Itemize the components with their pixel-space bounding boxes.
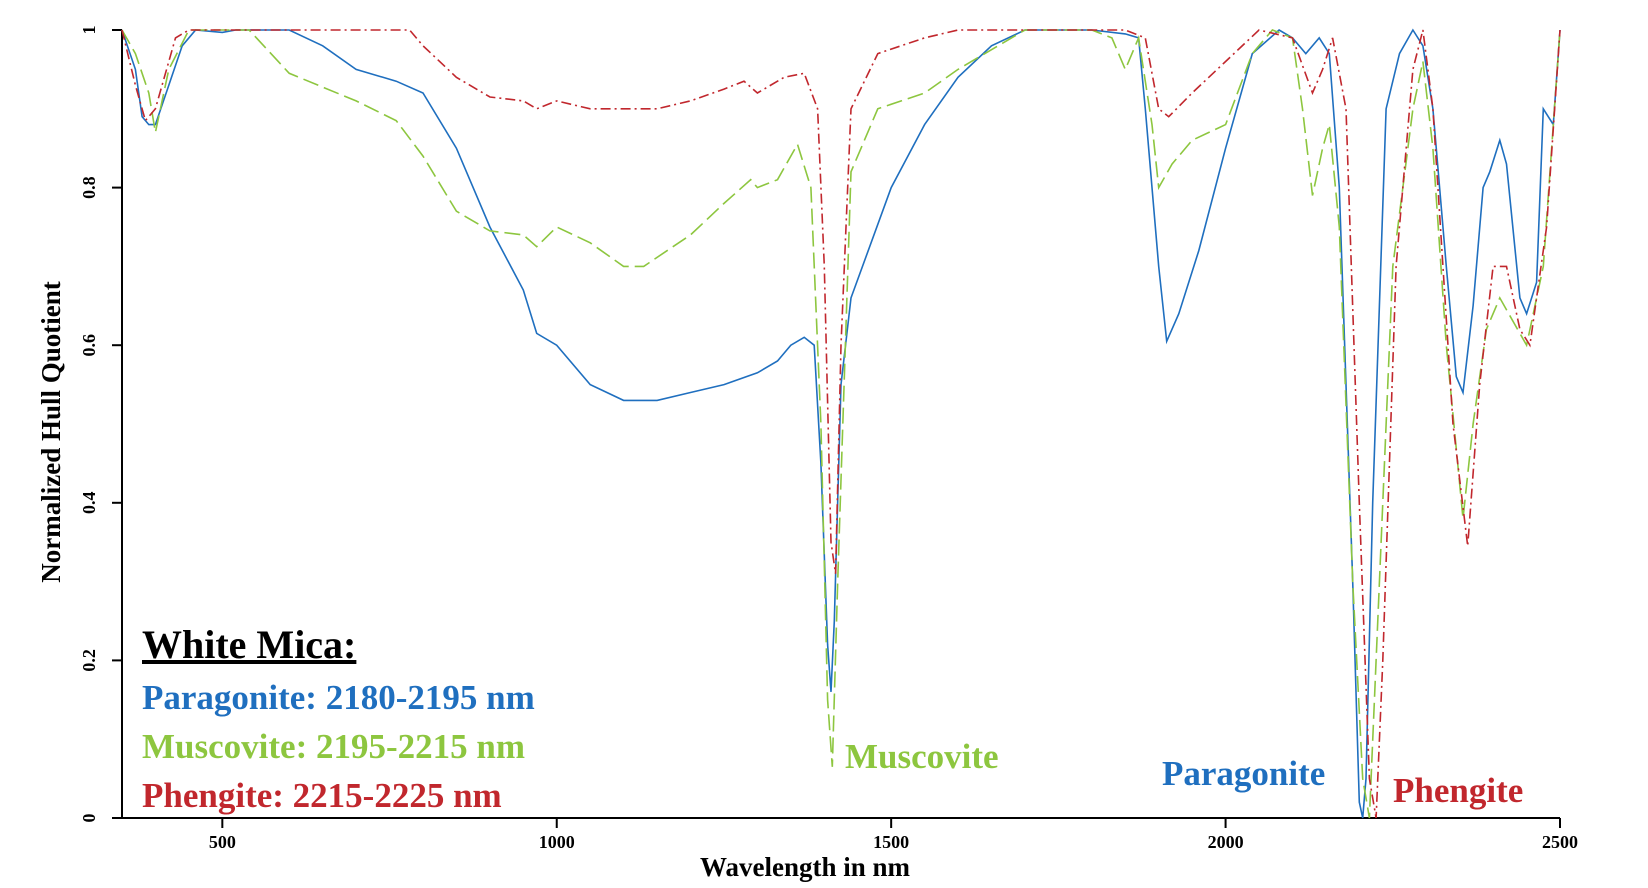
x-tick-label: 2000: [1208, 832, 1244, 852]
series-label: Phengite: [1393, 771, 1523, 810]
series-label: Paragonite: [1162, 754, 1325, 793]
legend-entry: Phengite: 2215-2225 nm: [142, 776, 502, 815]
legend-entry: Muscovite: 2195-2215 nm: [142, 727, 525, 766]
y-tick-label: 1: [79, 26, 99, 35]
x-tick-label: 2500: [1542, 832, 1578, 852]
y-tick-label: 0.2: [79, 649, 99, 672]
series-label: Muscovite: [845, 737, 999, 776]
y-tick-label: 0: [79, 814, 99, 823]
legend-title: White Mica:: [142, 622, 356, 667]
y-tick-label: 0.4: [79, 492, 99, 515]
x-tick-label: 500: [209, 832, 236, 852]
y-tick-label: 0.8: [79, 176, 99, 199]
x-tick-label: 1500: [873, 832, 909, 852]
x-axis-title: Wavelength in nm: [700, 852, 911, 882]
series-line: [121, 29, 1561, 819]
y-tick-label: 0.6: [79, 334, 99, 357]
y-axis-title: Normalized Hull Quotient: [36, 281, 66, 582]
legend-entry: Paragonite: 2180-2195 nm: [142, 678, 535, 717]
x-tick-label: 1000: [539, 832, 575, 852]
